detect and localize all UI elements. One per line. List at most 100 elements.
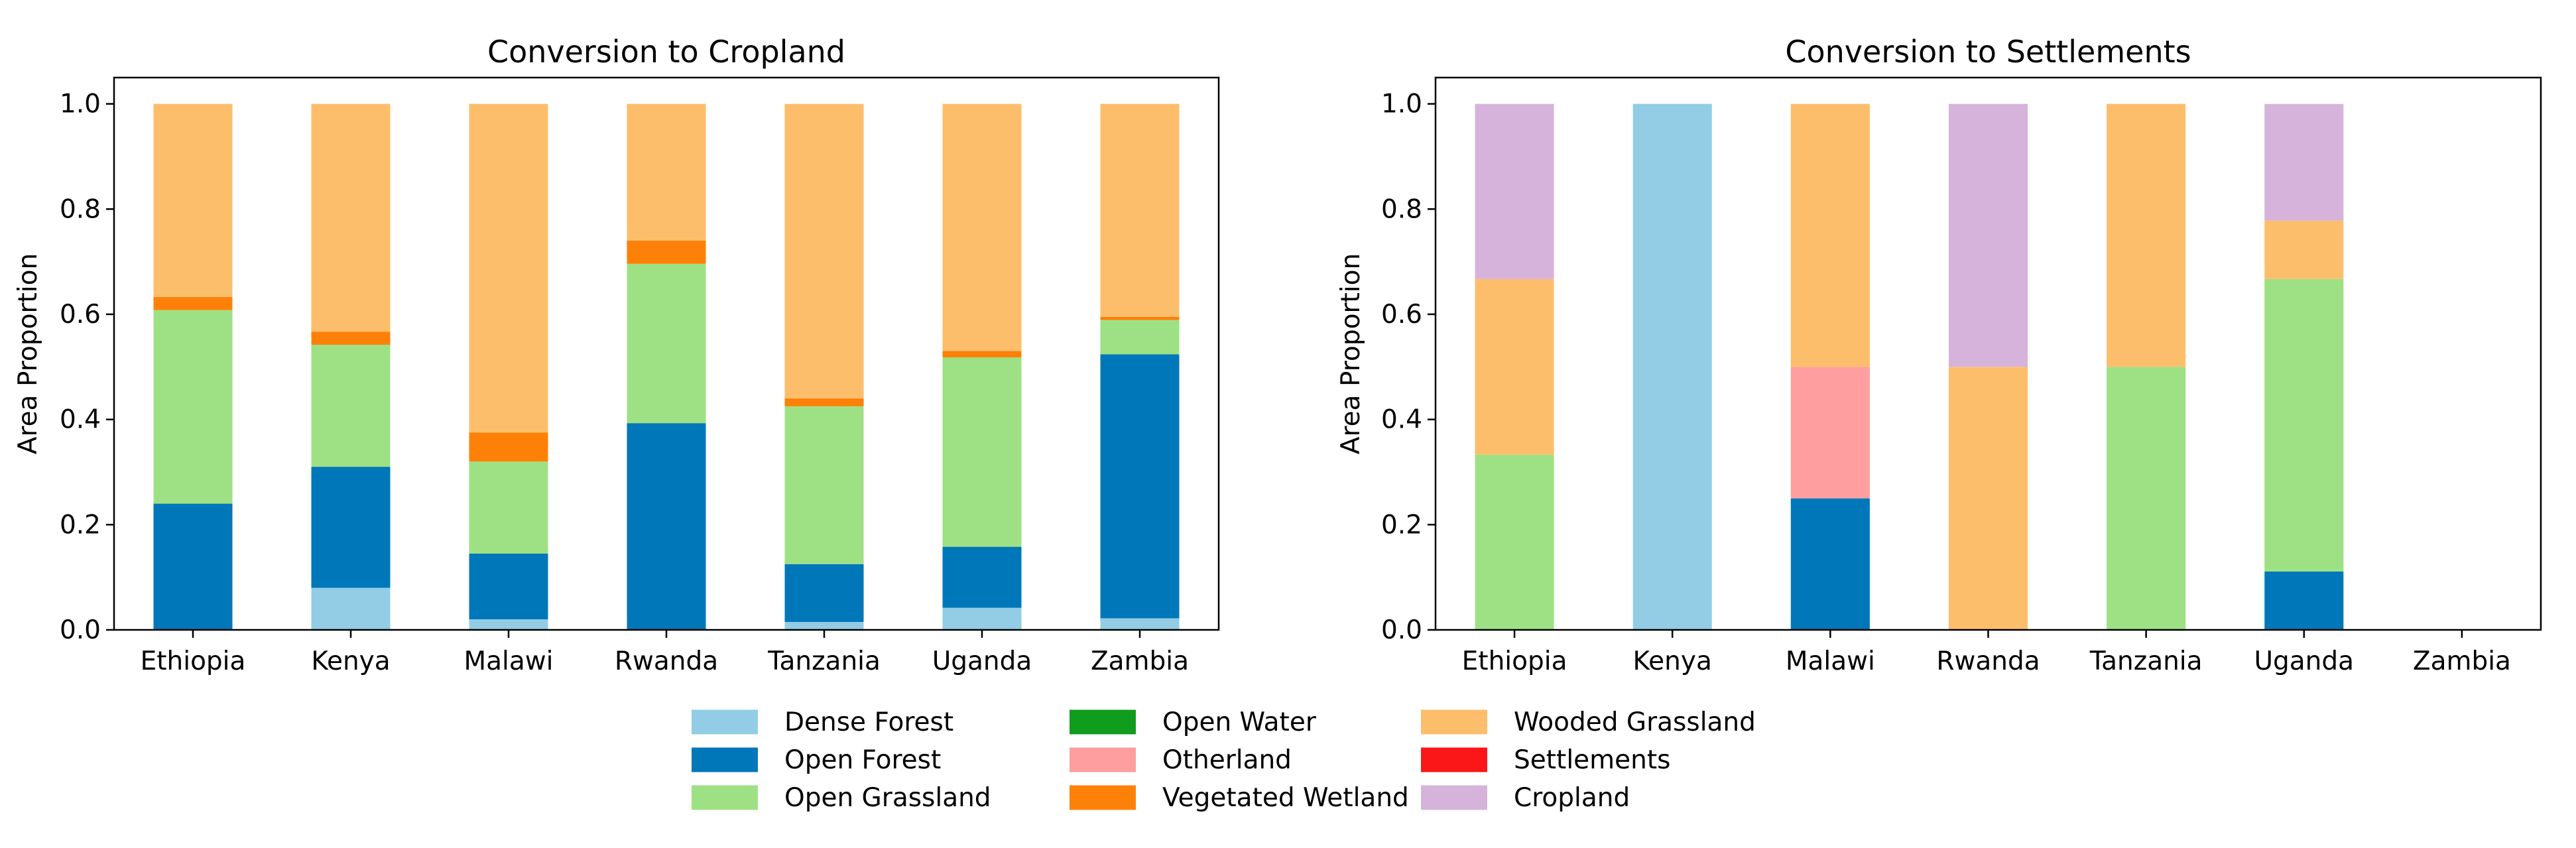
legend-label-open-water: Open Water (1162, 707, 1317, 737)
x-tick-label-rwanda: Rwanda (1936, 646, 2040, 676)
legend-label-settlements: Settlements (1514, 745, 1670, 775)
legend-label-dense-forest: Dense Forest (784, 707, 953, 737)
bar-segment-kenya-vegetated-wetland (311, 332, 391, 345)
bar-segment-tanzania-vegetated-wetland (784, 398, 864, 406)
bar-segment-uganda-wooded-grassland (942, 103, 1022, 351)
bar-segment-zambia-open-forest (1100, 354, 1180, 619)
bar-segment-malawi-wooded-grassland (1790, 103, 1870, 367)
bar-segment-kenya-wooded-grassland (311, 103, 391, 332)
bar-segment-tanzania-dense-forest (784, 622, 864, 630)
legend-swatch-otherland (1070, 747, 1136, 772)
y-tick-label: 0.2 (1381, 510, 1422, 540)
y-axis-label: Area Proportion (13, 253, 43, 454)
y-tick-label: 1.0 (1381, 90, 1422, 119)
bar-segment-uganda-open-forest (2264, 571, 2344, 630)
bar-segment-uganda-cropland (2264, 103, 2344, 221)
bar-segment-malawi-dense-forest (469, 619, 548, 630)
y-tick-label: 0.4 (1381, 405, 1422, 435)
bar-segment-uganda-dense-forest (942, 607, 1022, 630)
y-tick-label: 1.0 (60, 90, 101, 119)
legend-label-otherland: Otherland (1162, 745, 1292, 775)
bar-segment-ethiopia-vegetated-wetland (153, 296, 233, 310)
x-tick-label-uganda: Uganda (932, 646, 1032, 676)
chart-conversion-to-settlements: Conversion to Settlements Area Proportion… (1336, 34, 2542, 676)
bar-segment-tanzania-wooded-grassland (784, 103, 864, 398)
y-tick-label: 0.6 (1381, 300, 1422, 330)
bar-segment-rwanda-open-grassland (627, 263, 706, 424)
x-tick-label-kenya: Kenya (311, 646, 390, 676)
bar-segment-tanzania-open-grassland (2107, 367, 2186, 630)
bar-segment-rwanda-wooded-grassland (1948, 367, 2028, 630)
chart-conversion-to-cropland: Conversion to Cropland Area Proportion 0.0… (13, 34, 1220, 676)
x-tick-label-kenya: Kenya (1633, 646, 1712, 676)
y-tick-label: 0.8 (60, 194, 101, 224)
bar-segment-kenya-open-forest (311, 467, 391, 588)
x-tick-label-uganda: Uganda (2254, 646, 2354, 676)
x-tick-label-malawi: Malawi (463, 646, 553, 676)
legend-label-open-grassland: Open Grassland (784, 783, 991, 813)
bar-segment-ethiopia-open-forest (153, 503, 233, 630)
legend-swatch-cropland (1421, 785, 1487, 810)
bar-segment-malawi-vegetated-wetland (469, 432, 548, 462)
legend-label-open-forest: Open Forest (784, 745, 941, 775)
legend-item-dense-forest: Dense Forest (692, 707, 953, 737)
bar-segment-uganda-wooded-grassland (2264, 220, 2344, 279)
chart-title: Conversion to Settlements (1785, 34, 2191, 70)
bar-segment-uganda-vegetated-wetland (942, 351, 1022, 358)
bar-segment-kenya-dense-forest (1632, 103, 1712, 630)
legend-swatch-open-forest (692, 747, 758, 772)
x-tick-label-tanzania: Tanzania (2089, 646, 2203, 676)
legend-item-cropland: Cropland (1421, 783, 1630, 813)
bar-segment-zambia-vegetated-wetland (1100, 316, 1180, 320)
legend-item-otherland: Otherland (1070, 745, 1292, 775)
bar-segment-uganda-open-forest (942, 546, 1022, 608)
y-tick-label: 0.0 (1381, 615, 1422, 645)
bar-segment-tanzania-wooded-grassland (2107, 103, 2186, 367)
x-tick-label-zambia: Zambia (1091, 646, 1189, 676)
bar-segment-kenya-open-grassland (311, 345, 391, 467)
bar-segment-rwanda-open-forest (627, 423, 706, 630)
legend-item-vegetated-wetland: Vegetated Wetland (1070, 783, 1409, 813)
bar-segment-zambia-open-grassland (1100, 320, 1180, 355)
bar-segment-tanzania-open-grassland (784, 406, 864, 564)
bar-segment-rwanda-vegetated-wetland (627, 240, 706, 264)
x-tick-label-tanzania: Tanzania (767, 646, 881, 676)
bar-segment-ethiopia-open-grassland (153, 310, 233, 504)
bar-segment-ethiopia-cropland (1475, 103, 1554, 279)
bar-segment-uganda-open-grassland (2264, 278, 2344, 572)
bar-segment-ethiopia-wooded-grassland (1475, 278, 1554, 455)
bars (1475, 103, 2344, 630)
x-tick-label-ethiopia: Ethiopia (1462, 646, 1567, 676)
legend-swatch-open-grassland (692, 785, 758, 810)
bar-segment-kenya-dense-forest (311, 587, 391, 630)
y-tick-label: 0.0 (60, 615, 101, 645)
x-tick-label-rwanda: Rwanda (615, 646, 718, 676)
bar-segment-malawi-open-forest (1790, 498, 1870, 630)
legend-item-settlements: Settlements (1421, 745, 1670, 775)
legend: Dense Forest Open Forest Open Grassland Ope… (692, 707, 1756, 813)
legend-item-open-forest: Open Forest (692, 745, 941, 775)
legend-label-cropland: Cropland (1514, 783, 1630, 813)
y-tick-label: 0.4 (60, 405, 101, 435)
bar-segment-zambia-dense-forest (1100, 618, 1180, 630)
x-tick-label-malawi: Malawi (1786, 646, 1875, 676)
y-axis-label: Area Proportion (1336, 253, 1366, 454)
y-tick-label: 0.2 (60, 510, 101, 540)
bar-segment-malawi-wooded-grassland (469, 103, 548, 433)
bar-segment-ethiopia-open-grassland (1475, 454, 1554, 630)
bar-segment-malawi-open-forest (469, 553, 548, 620)
legend-swatch-dense-forest (692, 709, 758, 735)
bar-segment-uganda-open-grassland (942, 357, 1022, 547)
chart-title: Conversion to Cropland (487, 34, 845, 70)
legend-label-wooded-grassland: Wooded Grassland (1514, 707, 1756, 737)
y-tick-label: 0.8 (1381, 194, 1422, 224)
x-tick-label-zambia: Zambia (2413, 646, 2511, 676)
bar-segment-tanzania-open-forest (784, 564, 864, 623)
bar-segment-rwanda-wooded-grassland (627, 103, 706, 241)
legend-item-wooded-grassland: Wooded Grassland (1421, 707, 1756, 737)
bar-segment-zambia-wooded-grassland (1100, 103, 1180, 317)
bar-segment-malawi-otherland (1790, 367, 1870, 499)
legend-swatch-vegetated-wetland (1070, 785, 1136, 810)
legend-item-open-grassland: Open Grassland (692, 783, 991, 813)
